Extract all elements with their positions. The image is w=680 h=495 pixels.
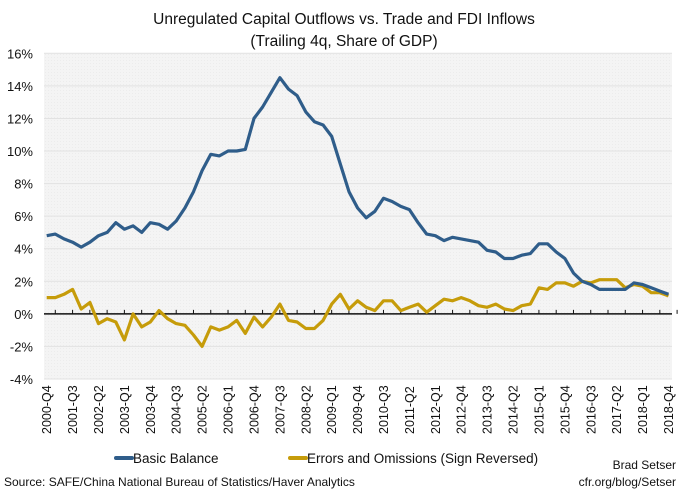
y-tick-label: 6% [14,209,33,224]
legend: Basic Balance Errors and Omissions (Sign … [114,451,538,466]
legend-label: Errors and Omissions (Sign Reversed) [307,451,538,466]
x-tick-label: 2001-Q3 [66,385,80,434]
x-tick-label: 2006-Q4 [247,385,261,434]
x-tick-label: 2013-Q3 [481,385,495,434]
x-tick-label: 2007-Q3 [273,385,287,434]
y-tick-label: 12% [7,111,33,126]
y-tick-label: 10% [7,144,33,159]
y-tick-label: 4% [14,242,33,257]
x-tick-label: 2009-Q1 [325,385,339,434]
legend-label: Basic Balance [133,451,219,466]
author: Brad Setser [613,458,676,472]
y-tick-label: -2% [10,339,34,354]
x-axis: 2000-Q4 2001-Q3 2002-Q2 2003-Q1 2003-Q4 2004-… [40,309,678,434]
source-note: Source: SAFE/China National Bureau of St… [4,475,355,489]
x-tick-label: 2005-Q2 [196,385,210,434]
y-tick-label: -4% [10,372,34,387]
x-tick-label: 2012-Q4 [455,385,469,434]
x-tick-label: 2003-Q1 [118,385,132,434]
x-tick-label: 2002-Q2 [92,385,106,434]
x-tick-label: 2017-Q2 [610,385,624,434]
x-tick-label: 2006-Q1 [222,385,236,434]
series-lines [46,76,670,348]
chart-subtitle: (Trailing 4q, Share of GDP) [250,33,437,50]
x-tick-label: 2018-Q4 [662,385,676,434]
x-tick-label: 2000-Q4 [40,385,54,434]
x-tick-label: 2008-Q2 [299,385,313,434]
x-tick-label: 2009-Q4 [351,385,365,434]
x-tick-label: 2012-Q1 [429,385,443,434]
x-tick-label: 2015-Q1 [532,385,546,434]
x-tick-label: 2003-Q4 [144,385,158,434]
x-tick-label: 2016-Q3 [584,385,598,434]
y-tick-label: 8% [14,177,33,192]
series-line-basic-balance [46,76,670,296]
x-tick-label: 2015-Q4 [558,385,572,434]
author-url: cfr.org/blog/Setser [579,475,676,489]
y-tick-label: 0% [14,307,33,322]
y-tick-label: 14% [7,79,33,94]
x-tick-label: 2014-Q2 [507,385,521,434]
y-tick-label: 2% [14,274,33,289]
chart-title: Unregulated Capital Outflows vs. Trade a… [153,11,535,28]
gridlines [44,52,672,380]
series-line-errors-and-omissions-sign-reversed [46,278,670,348]
x-tick-label: 2004-Q3 [170,385,184,434]
x-tick-label: 2010-Q3 [377,385,391,434]
x-tick-label: 2011-Q2 [403,386,417,434]
y-tick-label: 16% [7,46,33,61]
x-tick-label: 2018-Q1 [636,385,650,434]
y-axis: -4% -2% 0% 2% 4% 6% 8% 10% 12% 14% 16% [7,46,33,387]
